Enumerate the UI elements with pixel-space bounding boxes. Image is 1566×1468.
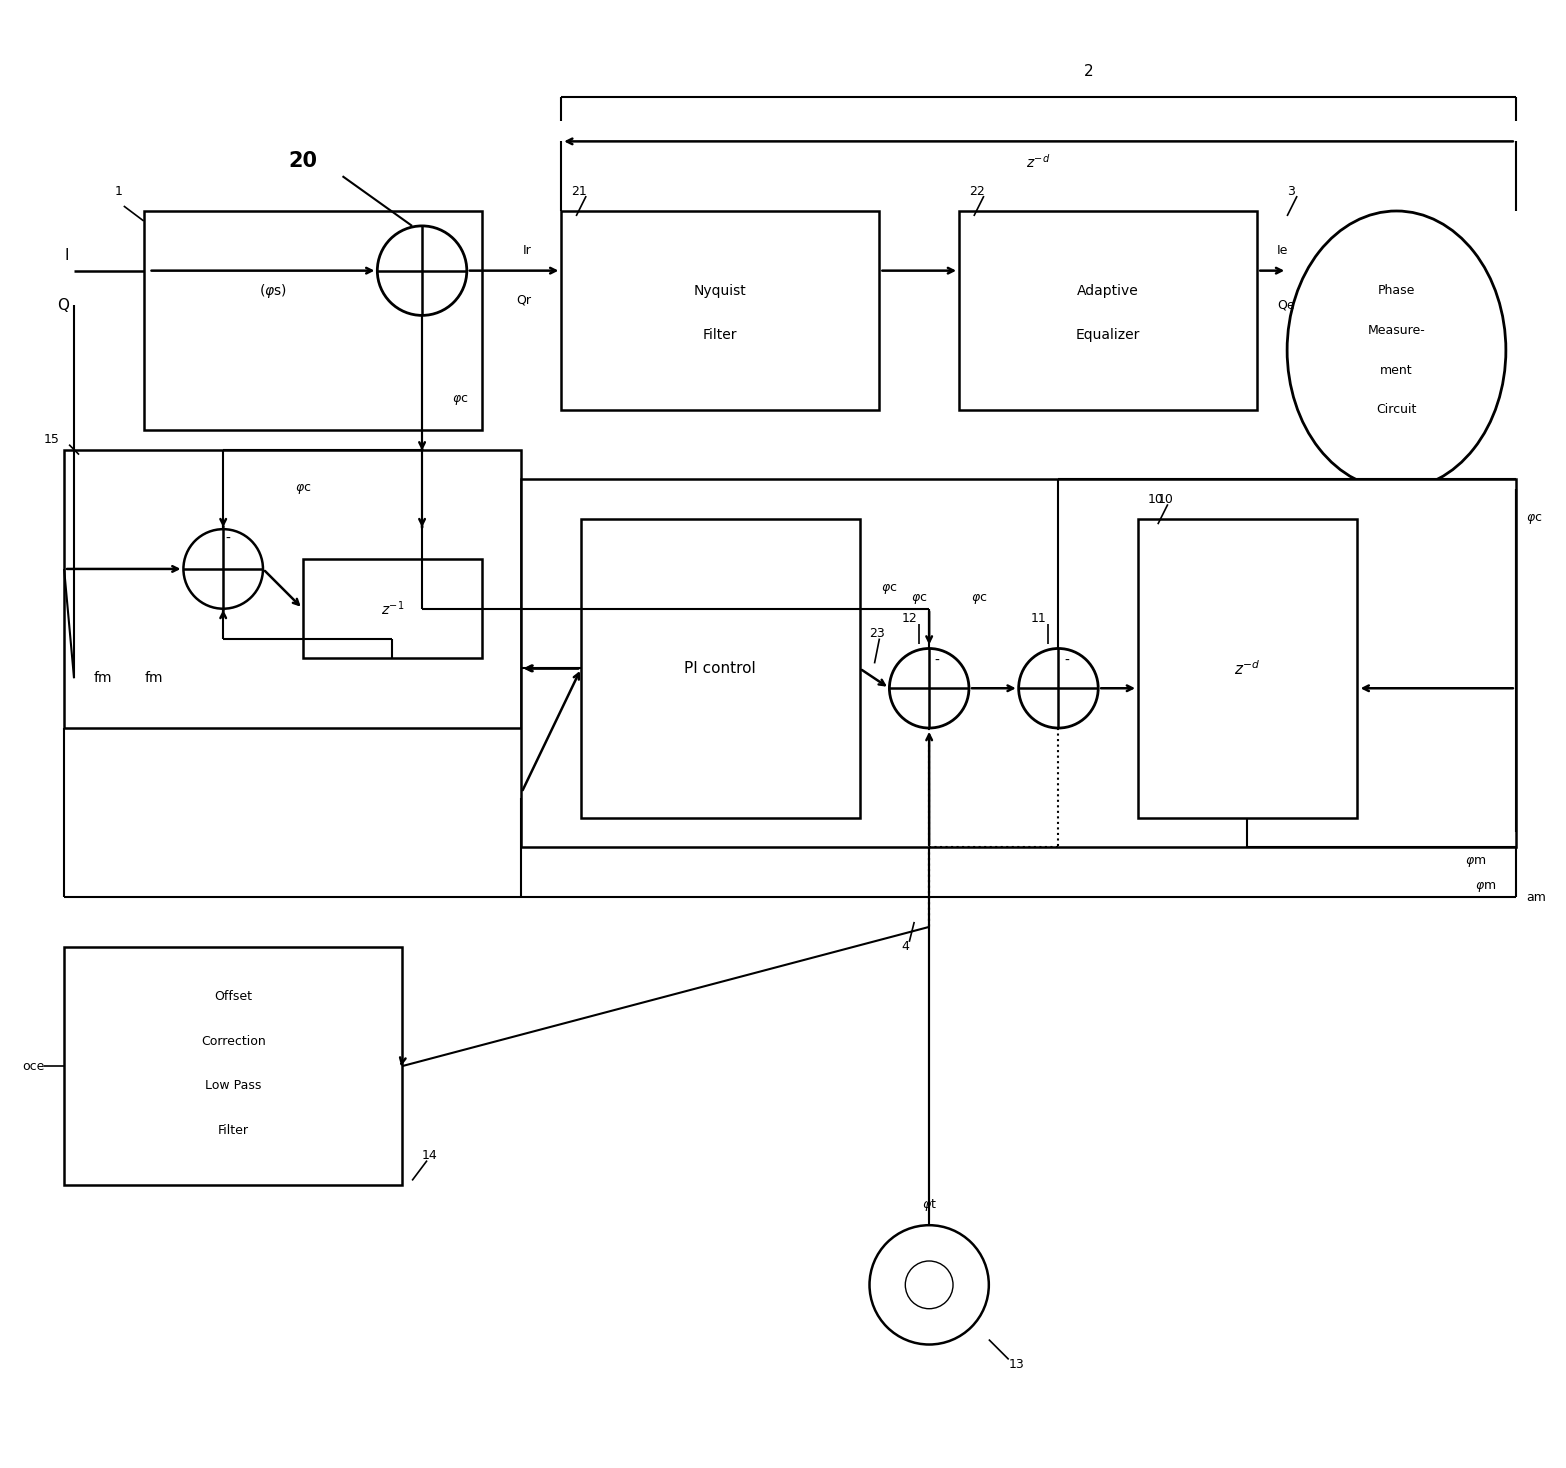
Bar bbox=[1138, 520, 1356, 818]
Bar bbox=[581, 520, 860, 818]
Text: 21: 21 bbox=[572, 185, 587, 198]
Text: $\varphi$m: $\varphi$m bbox=[1464, 856, 1486, 869]
Circle shape bbox=[889, 649, 969, 728]
Text: Offset: Offset bbox=[215, 989, 252, 1003]
Text: Adaptive: Adaptive bbox=[1077, 283, 1138, 298]
Text: 1: 1 bbox=[114, 185, 122, 198]
Text: 4: 4 bbox=[902, 941, 910, 953]
Text: Filter: Filter bbox=[703, 329, 738, 342]
Ellipse shape bbox=[1287, 211, 1506, 489]
Circle shape bbox=[869, 1226, 988, 1345]
Text: ment: ment bbox=[1380, 364, 1413, 377]
Circle shape bbox=[183, 528, 263, 609]
Text: 10: 10 bbox=[1148, 493, 1164, 506]
Text: Q: Q bbox=[56, 298, 69, 313]
Text: $\varphi$m: $\varphi$m bbox=[1475, 881, 1496, 894]
Text: $z^{-1}$: $z^{-1}$ bbox=[381, 599, 404, 618]
Text: oce: oce bbox=[22, 1060, 44, 1073]
Text: Correction: Correction bbox=[200, 1035, 266, 1048]
Text: $\varphi$c: $\varphi$c bbox=[294, 483, 312, 496]
Text: $\varphi$c: $\varphi$c bbox=[453, 393, 468, 407]
Text: Qr: Qr bbox=[517, 294, 531, 307]
Text: Qe: Qe bbox=[1278, 299, 1295, 311]
Bar bbox=[64, 449, 521, 728]
Text: I: I bbox=[64, 248, 69, 263]
Text: $\varphi$c: $\varphi$c bbox=[911, 592, 927, 606]
Text: Ir: Ir bbox=[523, 244, 531, 257]
Circle shape bbox=[377, 226, 467, 316]
Text: Ie: Ie bbox=[1278, 244, 1289, 257]
Text: Equalizer: Equalizer bbox=[1076, 329, 1140, 342]
Bar bbox=[144, 211, 482, 430]
Text: Low Pass: Low Pass bbox=[205, 1079, 262, 1092]
Text: am: am bbox=[1525, 891, 1546, 904]
Bar bbox=[64, 947, 402, 1186]
Text: 15: 15 bbox=[44, 433, 60, 446]
Bar bbox=[561, 211, 880, 410]
Circle shape bbox=[905, 1261, 954, 1308]
Text: $\varphi$t: $\varphi$t bbox=[922, 1198, 936, 1214]
Bar bbox=[958, 211, 1257, 410]
Text: 3: 3 bbox=[1287, 185, 1295, 198]
Text: -: - bbox=[935, 653, 940, 668]
Text: $\varphi$c: $\varphi$c bbox=[882, 581, 897, 596]
Text: 11: 11 bbox=[1030, 612, 1046, 625]
Text: Phase: Phase bbox=[1378, 283, 1416, 297]
Text: Measure-: Measure- bbox=[1367, 324, 1425, 336]
Circle shape bbox=[1018, 649, 1098, 728]
Text: $\varphi$c: $\varphi$c bbox=[971, 592, 987, 606]
Text: 22: 22 bbox=[969, 185, 985, 198]
Text: 20: 20 bbox=[288, 151, 318, 172]
Bar bbox=[302, 559, 482, 659]
Text: 23: 23 bbox=[869, 627, 885, 640]
Text: $\varphi$c: $\varphi$c bbox=[1525, 512, 1543, 526]
Text: 13: 13 bbox=[1009, 1358, 1024, 1371]
Text: $z^{-d}$: $z^{-d}$ bbox=[1234, 659, 1261, 678]
Text: fm: fm bbox=[144, 671, 163, 686]
Text: Circuit: Circuit bbox=[1377, 404, 1417, 417]
Text: -: - bbox=[1063, 653, 1070, 668]
Text: 10: 10 bbox=[1157, 493, 1174, 506]
Text: $z^{-d}$: $z^{-d}$ bbox=[1026, 153, 1051, 170]
Text: ($\varphi$s): ($\varphi$s) bbox=[258, 282, 287, 299]
Bar bbox=[521, 480, 1516, 847]
Text: 2: 2 bbox=[1084, 65, 1093, 79]
Text: Filter: Filter bbox=[218, 1124, 249, 1138]
Text: PI control: PI control bbox=[684, 661, 756, 675]
Text: 12: 12 bbox=[902, 612, 918, 625]
Text: -: - bbox=[226, 531, 230, 546]
Text: fm: fm bbox=[94, 671, 113, 686]
Text: 14: 14 bbox=[423, 1149, 438, 1163]
Text: Nyquist: Nyquist bbox=[694, 283, 747, 298]
